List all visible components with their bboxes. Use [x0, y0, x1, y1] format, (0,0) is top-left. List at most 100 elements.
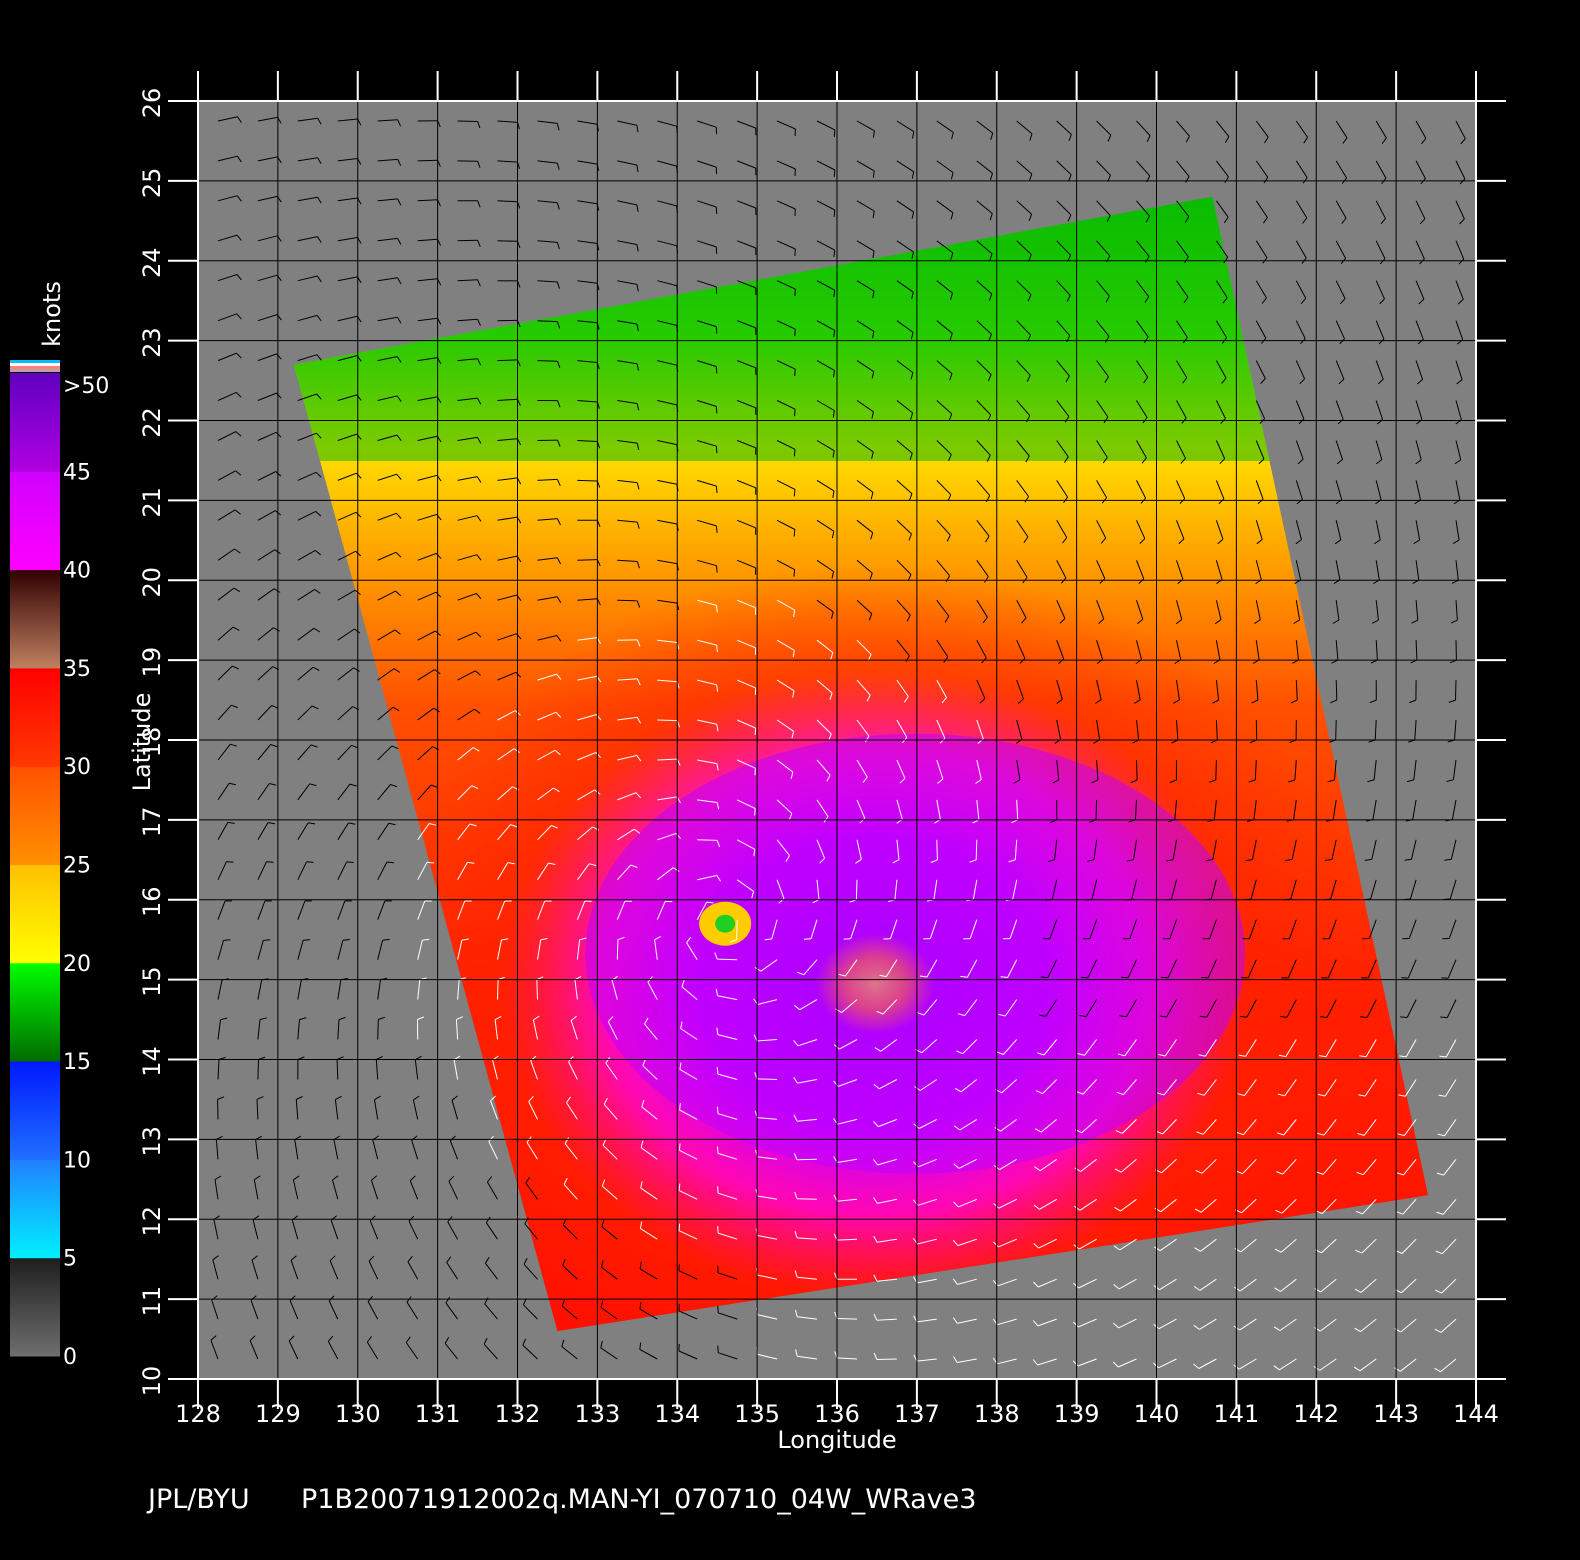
wind-barb-flag — [1300, 297, 1307, 305]
wind-barb — [1096, 759, 1099, 780]
wind-barb — [1131, 879, 1137, 900]
wind-barb — [1255, 160, 1269, 178]
wind-barb-flag — [1017, 698, 1024, 704]
wind-barb-flag — [433, 707, 440, 713]
wind-barb — [1096, 600, 1105, 620]
wind-barb — [257, 274, 278, 282]
wind-barb — [601, 1266, 618, 1280]
wind-barb-flag — [556, 202, 560, 210]
wind-barb-flag — [617, 936, 625, 941]
wind-barb-flag — [1105, 295, 1110, 303]
wind-barb-flag — [1080, 976, 1089, 979]
wind-barb — [377, 745, 393, 761]
wind-barb — [1455, 600, 1458, 621]
colorbar-unit-label: knots — [38, 281, 66, 347]
wind-barb — [602, 1144, 618, 1160]
wind-barb — [850, 919, 858, 939]
wind-barb — [337, 237, 358, 242]
wind-barb — [936, 160, 954, 173]
wind-barb-flag — [1248, 779, 1256, 783]
wind-barb — [327, 1341, 339, 1360]
wind-barb-flag — [212, 1255, 219, 1261]
wind-barb-flag — [396, 356, 402, 363]
wind-barb — [1203, 1079, 1217, 1096]
wind-barb-flag — [1159, 1015, 1167, 1018]
wind-barb-flag — [1264, 136, 1269, 144]
wind-barb — [1247, 959, 1257, 979]
wind-barb — [1415, 200, 1426, 220]
wind-barb-flag — [296, 1095, 303, 1100]
wind-barb — [1206, 999, 1217, 1018]
wind-barb — [957, 1238, 977, 1247]
wind-barb — [836, 1318, 858, 1320]
wind-barb-flag — [232, 665, 239, 670]
wind-barb — [644, 1023, 658, 1040]
wind-barb — [1129, 919, 1137, 939]
wind-barb-flag — [564, 1137, 570, 1144]
wind-barb — [1448, 919, 1457, 939]
wind-barb — [377, 237, 398, 242]
wind-barb — [217, 509, 236, 521]
wind-barb-flag — [1273, 1365, 1280, 1371]
wind-barb-flag — [1413, 539, 1420, 545]
wind-barb-flag — [1095, 699, 1102, 704]
wind-barb — [257, 353, 277, 362]
wind-barb — [816, 719, 832, 735]
wind-barb — [1455, 120, 1466, 139]
wind-barb — [577, 714, 597, 721]
wind-barb — [1161, 1158, 1177, 1174]
wind-barb — [1056, 640, 1065, 660]
wind-barb — [1329, 919, 1337, 939]
wind-barb — [497, 359, 518, 362]
wind-barb — [657, 360, 677, 366]
wind-barb-flag — [678, 1223, 681, 1231]
wind-barb-flag — [1175, 619, 1183, 625]
wind-barb-flag — [862, 776, 868, 783]
x-tick-label: 133 — [574, 1400, 620, 1428]
wind-barb — [757, 1353, 778, 1360]
wind-barb — [1215, 440, 1226, 459]
wind-barb — [291, 1219, 299, 1240]
wind-barb-flag — [1419, 218, 1426, 225]
y-tick-label: 12 — [138, 1206, 166, 1237]
wind-barb-flag — [636, 639, 641, 647]
wind-barb — [697, 240, 717, 248]
wind-barb — [337, 822, 349, 841]
wind-barb-flag — [989, 253, 993, 261]
wind-barb-flag — [556, 596, 562, 603]
wind-barb-flag — [1173, 699, 1180, 704]
wind-barb — [564, 1143, 578, 1160]
wind-barb — [257, 510, 276, 521]
wind-barb-flag — [793, 489, 796, 497]
wind-barb-flag — [1411, 619, 1419, 624]
wind-barb-flag — [1262, 217, 1268, 224]
wind-barb — [367, 1301, 379, 1320]
wind-barb — [217, 822, 229, 841]
wind-barb — [1414, 719, 1417, 741]
wind-barb — [697, 400, 717, 407]
wind-barb-flag — [1038, 1014, 1046, 1017]
wind-barb-flag — [293, 1175, 300, 1181]
wind-barb — [366, 1341, 379, 1360]
wind-barb-flag — [833, 290, 836, 298]
wind-barb — [525, 1182, 538, 1200]
colorbar-segment — [10, 864, 60, 964]
wind-barb-flag — [636, 482, 640, 490]
wind-barb — [1199, 1278, 1217, 1291]
wind-barb-flag — [1068, 174, 1072, 182]
wind-barb — [457, 358, 478, 362]
wind-barb-flag — [872, 170, 875, 178]
wind-barb — [1158, 1318, 1177, 1330]
wind-barb-flag — [944, 615, 950, 623]
wind-barb — [878, 1079, 898, 1090]
wind-barb — [1415, 560, 1420, 581]
wind-barb-flag — [476, 515, 482, 522]
wind-barb — [297, 549, 316, 561]
wind-barb — [537, 557, 558, 561]
wind-barb-flag — [1047, 859, 1055, 863]
wind-barb — [816, 559, 834, 572]
wind-barb-flag — [930, 859, 938, 863]
wind-barb-flag — [1395, 1250, 1403, 1254]
wind-barb — [697, 120, 717, 128]
